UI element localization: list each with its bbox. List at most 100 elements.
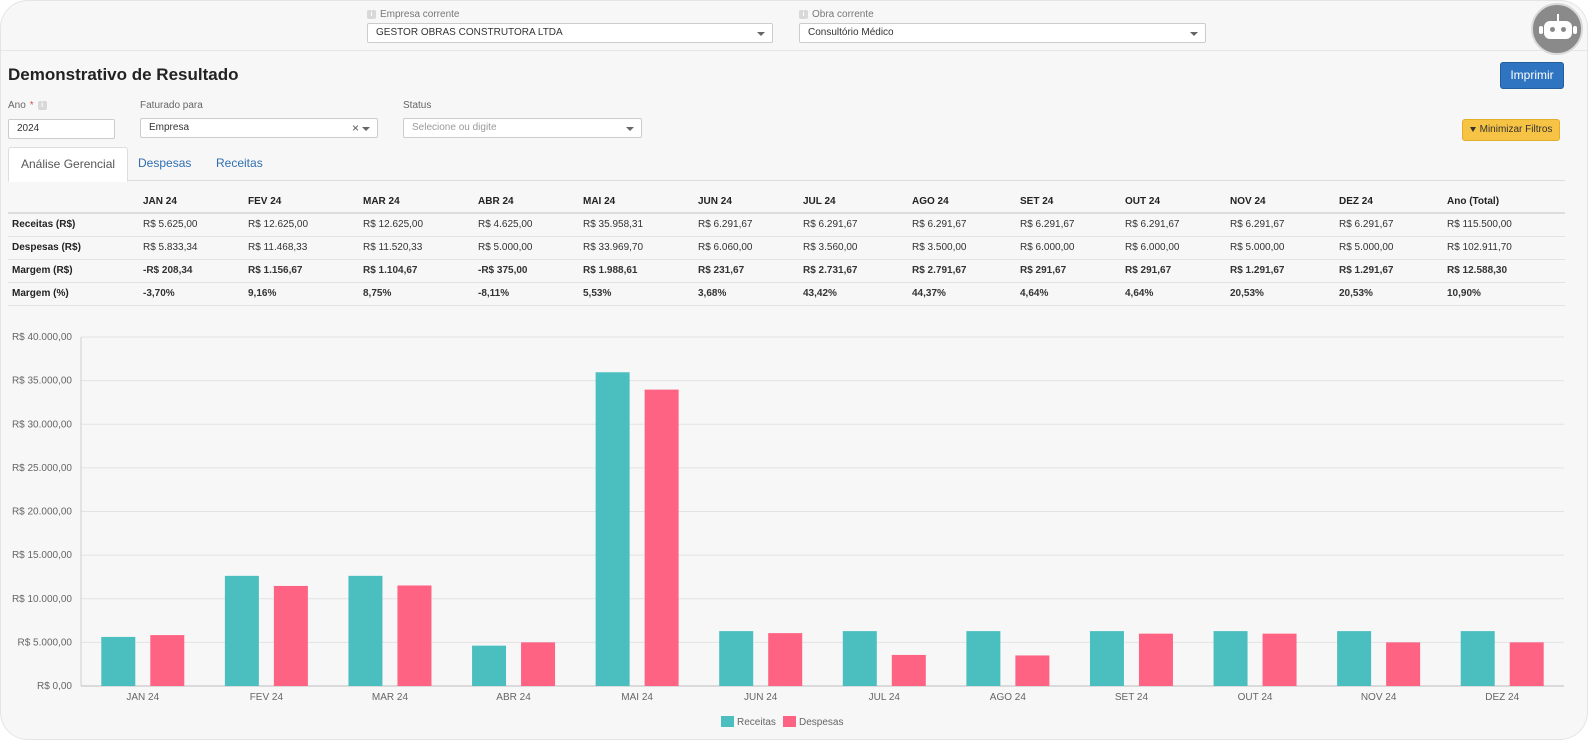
tab-bar: Análise Gerencial Despesas Receitas	[8, 147, 1565, 182]
y-tick-label: R$ 40.000,00	[12, 332, 72, 343]
column-header: JUL 24	[799, 191, 908, 214]
row-label: Margem (R$)	[8, 259, 139, 283]
legend-label: Despesas	[799, 717, 843, 728]
tab-receitas[interactable]: Receitas	[216, 156, 263, 170]
bar-receitas	[966, 631, 1001, 686]
table-cell: R$ 6.291,67	[1226, 213, 1335, 237]
empresa-label: Empresa corrente	[380, 8, 460, 20]
y-tick-label: R$ 0,00	[37, 681, 72, 692]
assistant-robot-icon[interactable]	[1531, 3, 1583, 55]
table-cell: R$ 4.625,00	[474, 213, 579, 237]
bar-receitas	[595, 372, 630, 686]
status-placeholder: Selecione ou digite	[412, 122, 497, 133]
column-header: MAI 24	[579, 191, 694, 214]
info-icon[interactable]: i	[37, 101, 47, 110]
empresa-value: GESTOR OBRAS CONSTRUTORA LTDA	[376, 27, 563, 38]
x-tick-label: ABR 24	[496, 692, 531, 703]
column-header: JAN 24	[139, 191, 244, 214]
table-cell: R$ 12.588,30	[1443, 259, 1565, 283]
status-select[interactable]: Selecione ou digite	[403, 118, 642, 138]
y-tick-label: R$ 25.000,00	[12, 463, 72, 474]
column-header: NOV 24	[1226, 191, 1335, 214]
empresa-context: i Empresa corrente GESTOR OBRAS CONSTRUT…	[367, 7, 773, 43]
bar-despesas	[150, 635, 185, 686]
table-cell: R$ 6.291,67	[694, 213, 799, 237]
x-tick-label: JUN 24	[744, 692, 778, 703]
chevron-down-icon	[757, 32, 765, 36]
table-cell: R$ 1.104,67	[359, 259, 474, 283]
table-cell: R$ 1.156,67	[244, 259, 359, 283]
column-header: FEV 24	[244, 191, 359, 214]
table-cell: 8,75%	[359, 282, 474, 306]
bar-receitas	[348, 575, 383, 686]
tab-analise-gerencial[interactable]: Análise Gerencial	[8, 147, 129, 182]
x-tick-label: MAR 24	[372, 692, 409, 703]
row-label: Margem (%)	[8, 282, 139, 306]
table-cell: -3,70%	[139, 282, 244, 306]
y-tick-label: R$ 5.000,00	[18, 637, 73, 648]
table-cell: R$ 6.291,67	[908, 213, 1016, 237]
table-cell: 3,68%	[694, 282, 799, 306]
bar-despesas	[1138, 633, 1173, 686]
context-bar: i Empresa corrente GESTOR OBRAS CONSTRUT…	[1, 1, 1587, 55]
y-tick-label: R$ 10.000,00	[12, 594, 72, 605]
table-cell: R$ 11.468,33	[244, 236, 359, 260]
table-cell: R$ 12.625,00	[244, 213, 359, 237]
chevron-down-icon	[362, 127, 370, 131]
info-icon[interactable]: i	[799, 9, 808, 19]
table-cell: R$ 5.000,00	[1226, 236, 1335, 260]
bar-despesas	[891, 654, 926, 686]
clear-icon[interactable]: ×	[351, 121, 359, 135]
obra-select[interactable]: Consultório Médico	[799, 23, 1206, 43]
empresa-select[interactable]: GESTOR OBRAS CONSTRUTORA LTDA	[367, 23, 773, 43]
table-cell: 4,64%	[1121, 282, 1226, 306]
x-tick-label: NOV 24	[1361, 692, 1397, 703]
x-tick-label: JAN 24	[126, 692, 159, 703]
y-tick-label: R$ 20.000,00	[12, 507, 72, 518]
y-tick-label: R$ 35.000,00	[12, 376, 72, 387]
column-header: AGO 24	[908, 191, 1016, 214]
table-cell: R$ 33.969,70	[579, 236, 694, 260]
minimize-filters-button[interactable]: Minimizar Filtros	[1462, 119, 1560, 141]
results-table: JAN 24 FEV 24 MAR 24 ABR 24 MAI 24 JUN 24 JUL …	[8, 191, 1565, 306]
column-header: ABR 24	[474, 191, 579, 214]
ano-label: Ano	[8, 100, 26, 111]
column-header: OUT 24	[1121, 191, 1226, 214]
obra-label: Obra corrente	[812, 8, 874, 20]
print-button[interactable]: Imprimir	[1500, 62, 1564, 89]
table-cell: R$ 6.000,00	[1016, 236, 1121, 260]
required-mark: *	[29, 100, 34, 111]
column-header: SET 24	[1016, 191, 1121, 214]
bar-despesas	[1509, 642, 1544, 686]
table-cell: R$ 5.000,00	[1335, 236, 1443, 260]
bar-despesas	[521, 642, 556, 686]
x-tick-label: FEV 24	[250, 692, 284, 703]
table-cell: 5,53%	[579, 282, 694, 306]
filter-icon	[1469, 126, 1476, 132]
table-cell: R$ 291,67	[1016, 259, 1121, 283]
bar-receitas	[1337, 631, 1372, 686]
table-cell: R$ 6.291,67	[1016, 213, 1121, 237]
chevron-down-icon	[1190, 32, 1198, 36]
y-tick-label: R$ 30.000,00	[12, 419, 72, 430]
table-cell: R$ 1.291,67	[1335, 259, 1443, 283]
obra-value: Consultório Médico	[808, 27, 894, 38]
bar-receitas	[1460, 631, 1495, 686]
info-icon[interactable]: i	[367, 9, 376, 19]
table-cell: R$ 5.000,00	[474, 236, 579, 260]
table-cell: 20,53%	[1335, 282, 1443, 306]
ano-input[interactable]: 2024	[8, 119, 115, 139]
chevron-down-icon	[626, 127, 634, 131]
x-tick-label: OUT 24	[1238, 692, 1273, 703]
bar-despesas	[644, 389, 679, 686]
bar-receitas	[101, 636, 136, 686]
table-cell: R$ 115.500,00	[1443, 213, 1565, 237]
table-cell: R$ 35.958,31	[579, 213, 694, 237]
table-cell: R$ 12.625,00	[359, 213, 474, 237]
bar-despesas	[273, 585, 308, 686]
legend-swatch	[783, 716, 796, 727]
tab-despesas[interactable]: Despesas	[138, 156, 192, 170]
faturado-select[interactable]: Empresa ×	[140, 118, 378, 138]
column-header: MAR 24	[359, 191, 474, 214]
